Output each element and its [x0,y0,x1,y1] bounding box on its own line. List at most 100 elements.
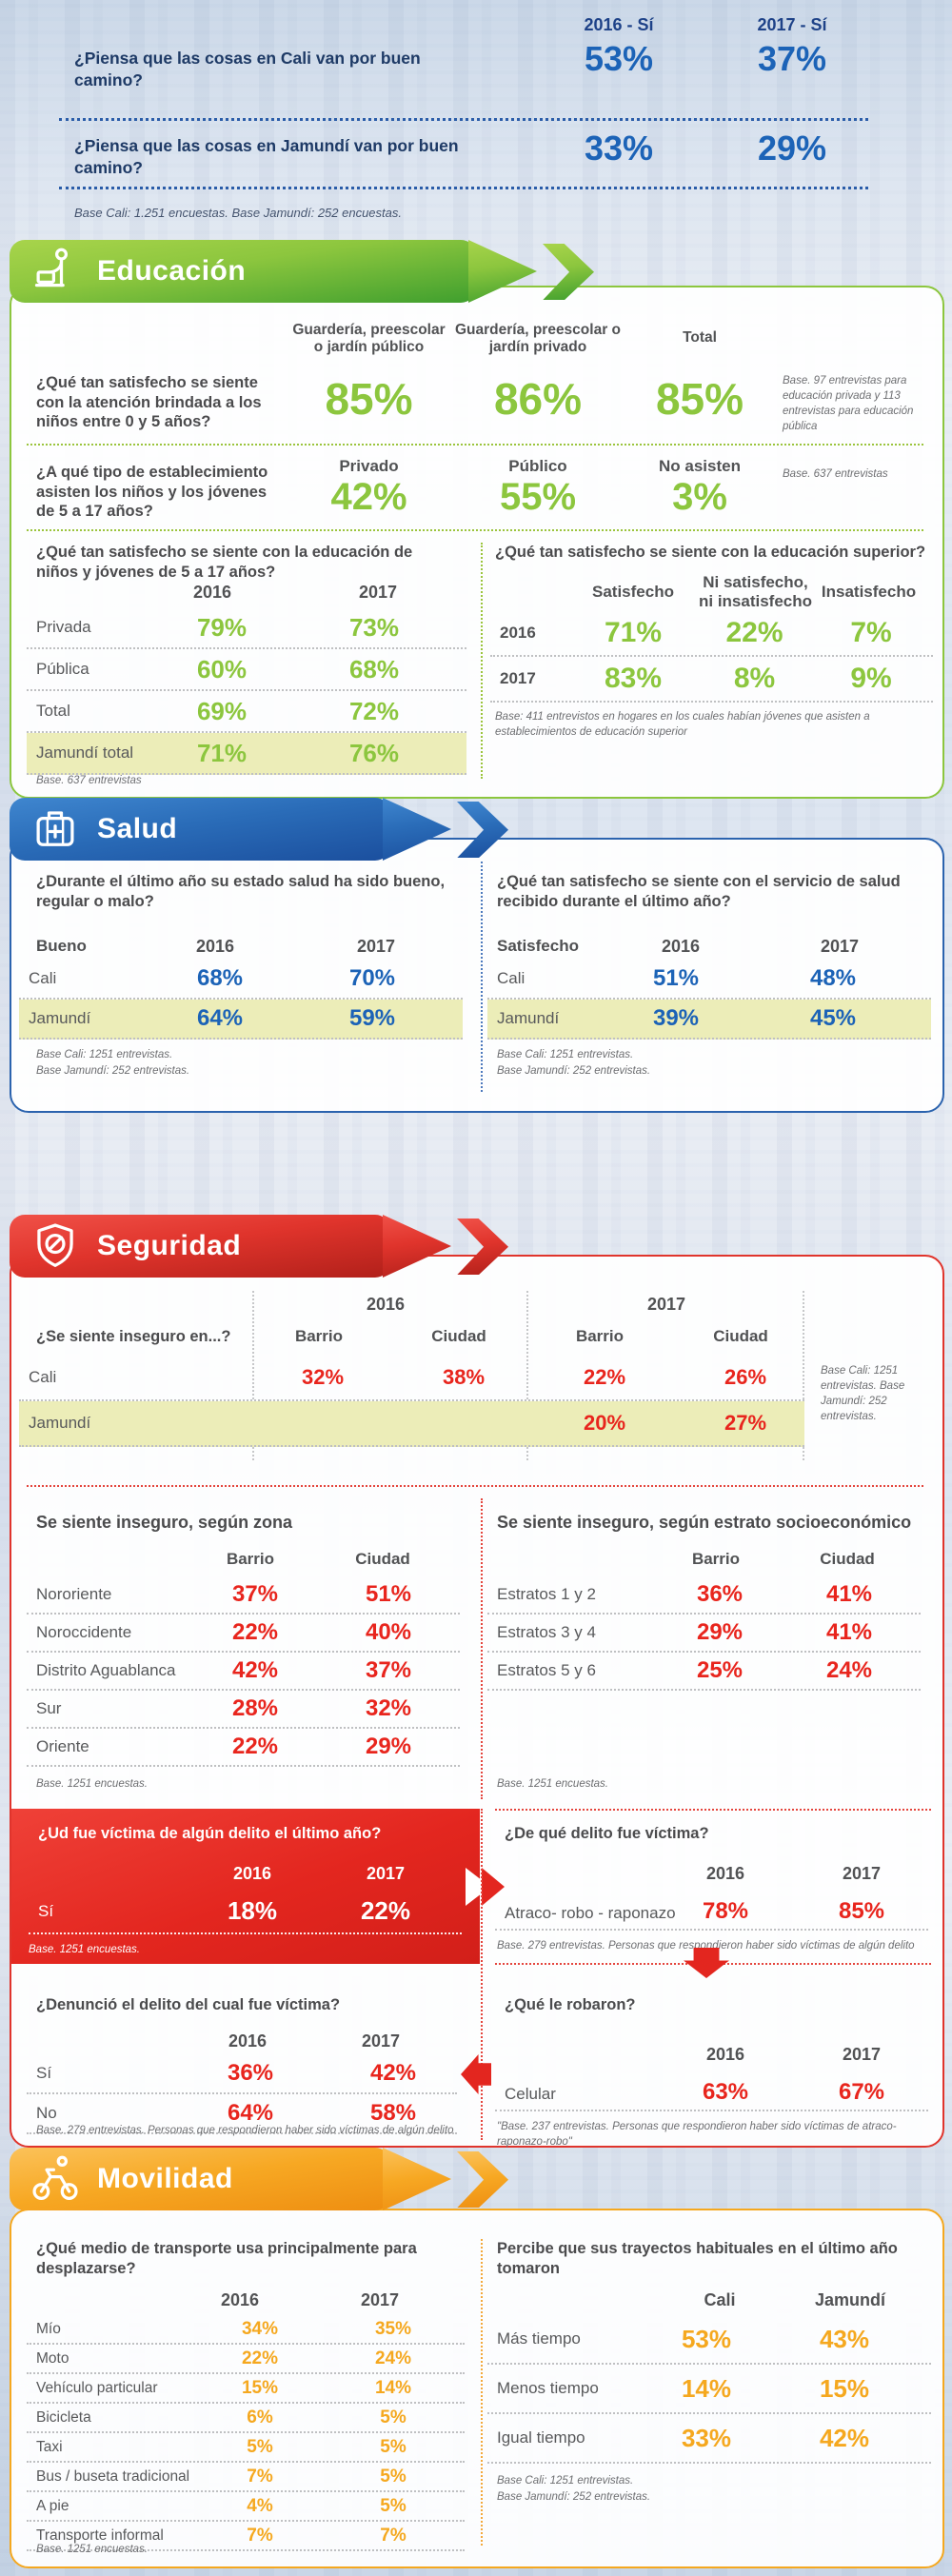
seg-delito-row-label: Atraco- robo - raponazo [505,1904,676,1922]
edu-q2-value-noasisten: 3% [672,476,727,518]
mov-right-table: Más tiempo 53% 43% Menos tiempo 14% 15% … [487,2315,931,2464]
seg-robaron-row-label: Celular [505,2085,556,2103]
edu-q2-value-privado: 42% [330,476,407,518]
table-row: Pública 60% 68% [27,649,466,691]
salud-left-rowhead: Bueno [36,937,87,955]
edu-q1-value-privado: 86% [493,374,583,424]
mov-left-col-2016: 2016 [220,2290,260,2309]
table-row: Total 69% 72% [27,691,466,733]
edu-q4-question: ¿Qué tan satisfecho se siente con la edu… [495,544,926,561]
seguridad-title: Seguridad [97,1230,242,1261]
mov-right-base-1: Base Cali: 1251 entrevistas. [497,2475,634,2487]
seg-inseguro-table: Cali 32% 38% 22% 26% Jamundí 20% 27% [19,1356,804,1447]
mov-right-col-jamundi: Jamundí [814,2290,885,2309]
table-row: Moto 22% 24% [27,2345,465,2374]
divider [495,1929,928,1931]
table-row: Vehículo particular 15% 14% [27,2374,465,2404]
seg-robaron-col-2017: 2017 [842,2045,882,2064]
top-base-note: Base Cali: 1.251 encuestas. Base Jamundí… [74,206,402,220]
seg-delito-value-2016: 78% [702,1898,749,1924]
seg-delito-base-note: Base. 279 entrevistas. Personas que resp… [497,1940,915,1952]
seg-zona-base-note: Base. 1251 encuestas. [36,1778,148,1790]
seg-estrato-title: Se siente inseguro, según estrato socioe… [497,1513,912,1532]
seg-estrato-col-ciudad: Ciudad [820,1550,875,1568]
seguridad-header-band: Seguridad [10,1215,508,1278]
top-question-jamundi: ¿Piensa que las cosas en Jamundí van por… [74,136,459,177]
seg-col-ciudad-2017: Ciudad [713,1327,768,1345]
edu-q2-col-noasisten: No asisten [659,457,741,475]
seg-victima-value-2016: 18% [227,1896,278,1925]
top-question-cali: ¿Piensa que las cosas en Cali van por bu… [74,49,421,89]
chevron-decoration [457,2151,508,2209]
salud-left-col-2016: 2016 [195,937,235,956]
divider [481,543,483,779]
educacion-title: Educación [97,255,247,287]
seg-denuncio-col-2017: 2017 [361,2031,401,2051]
divider [803,1291,804,1460]
mov-left-base-note: Base. 1251 encuestas. [36,2544,148,2555]
edu-q4-col-ni: Ni satisfecho, ni insatisfecho [698,573,813,610]
salud-left-base-1: Base Cali: 1251 entrevistas. [36,1049,173,1060]
seg-group-2016: 2016 [366,1295,406,1314]
seg-robaron-base-note: "Base. 237 entrevistas. Personas que res… [497,2121,897,2149]
seg-victima-value-2017: 22% [360,1896,411,1925]
seg-denuncio-base-note: Base. 279 entrevistas. Personas que resp… [36,2125,454,2136]
edu-q1-value-publico: 85% [325,374,413,424]
edu-q3-base-note: Base. 637 entrevistas [36,775,142,786]
top-col-2017: 2017 - Sí [757,15,827,34]
top-value-cali-2017: 37% [757,39,827,78]
seg-estrato-col-barrio: Barrio [691,1550,741,1568]
table-row: Estratos 5 y 6 25% 24% [487,1653,921,1691]
seg-denuncio-question: ¿Denunció el delito del cual fue víctima… [36,1996,341,2013]
table-row: Cali 51% 48% [487,960,931,1000]
edu-q1-col-privado: Guardería, preescolar o jardín privado [454,322,622,355]
seg-victima-row-label: Sí [38,1902,54,1920]
divider [481,862,483,1092]
table-row: Menos tiempo 14% 15% [487,2365,931,2414]
edu-q1-base-note: Base. 97 entrevistas para educación priv… [783,375,914,433]
table-row: A pie 4% 5% [27,2492,465,2522]
edu-q3-table: Privada 79% 73% Pública 60% 68% Total 69… [27,607,466,775]
mov-right-question: Percibe que sus trayectos habituales en … [497,2240,898,2277]
table-row: Sí 36% 42% [27,2054,457,2094]
table-row: Bus / buseta tradicional 7% 5% [27,2463,465,2492]
edu-q2-question: ¿A qué tipo de establecimiento asisten l… [36,464,268,521]
table-row: Cali 32% 38% 22% 26% [19,1356,804,1401]
seg-victima-base-note: Base. 1251 encuestas. [29,1944,140,1955]
seg-victima-col-2017: 2017 [366,1864,406,1883]
top-value-jamundi-2016: 33% [584,129,654,168]
edu-q3-col-2016: 2016 [192,583,232,602]
edu-q1-col-publico: Guardería, preescolar o jardín público [292,322,446,355]
edu-q1-col-total: Total [683,329,717,346]
divider [27,444,923,446]
seg-zona-title: Se siente inseguro, según zona [36,1513,293,1532]
shield-slash-icon [30,1221,80,1271]
table-row: Sur 28% 32% [27,1691,460,1729]
table-row: Jamundí 20% 27% [19,1401,804,1447]
divider [27,529,923,531]
table-row: Oriente 22% 29% [27,1729,460,1767]
salud-card [10,838,944,1113]
seg-col-barrio-2017: Barrio [575,1327,625,1345]
edu-q4-col-insatisfecho: Insatisfecho [821,583,917,601]
mov-right-base-2: Base Jamundí: 252 entrevistas. [497,2491,651,2503]
divider [526,1291,528,1460]
edu-q2-col-privado: Privado [339,457,399,475]
seg-robaron-question: ¿Qué le robaron? [505,1996,636,2013]
salud-right-rowhead: Satisfecho [497,937,579,955]
top-value-jamundi-2017: 29% [757,129,827,168]
salud-right-base-2: Base Jamundí: 252 entrevistas. [497,1065,651,1077]
seg-inseguro-question: ¿Se siente inseguro en...? [36,1328,231,1345]
edu-q4-table: 2016 71% 22% 7% 2017 83% 8% 9% [490,611,933,703]
edu-q4-col-satisfecho: Satisfecho [592,583,674,601]
seg-robaron-value-2017: 67% [838,2079,885,2105]
edu-q2-col-publico: Público [508,457,567,475]
divider [481,2239,483,2546]
movilidad-title: Movilidad [97,2163,233,2194]
table-row: 2017 83% 8% 9% [490,657,933,703]
mov-left-col-2017: 2017 [360,2290,400,2309]
seg-denuncio-col-2016: 2016 [228,2031,268,2051]
seg-robaron-col-2016: 2016 [705,2045,745,2064]
edu-q4-base-note: Base: 411 entrevistos en hogares en los … [495,711,870,739]
